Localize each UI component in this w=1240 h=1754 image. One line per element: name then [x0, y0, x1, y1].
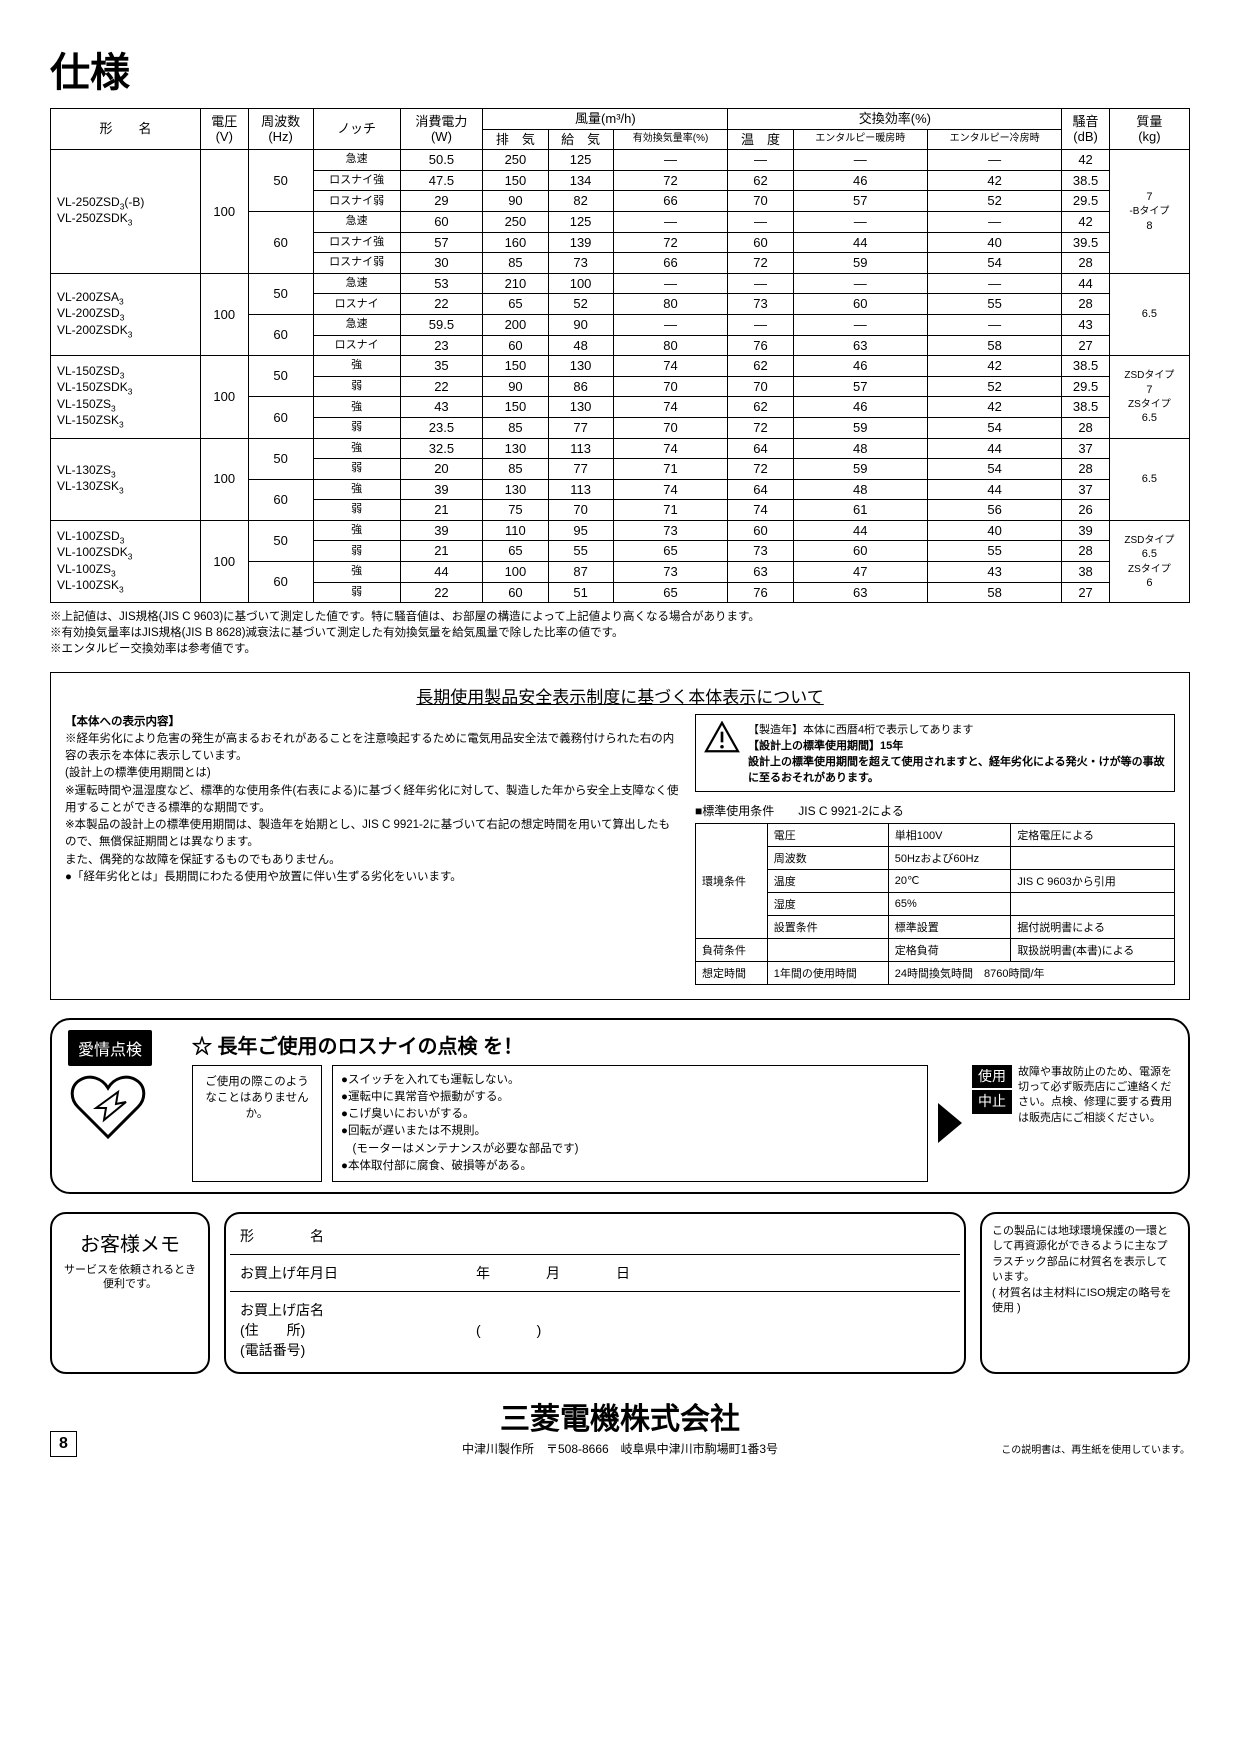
eco-note: この説明書は、再生紙を使用しています。 [1001, 1445, 1190, 1457]
safety-right: 【製造年】本体に西暦4桁で表示してあります 【設計上の標準使用期間】15年 設計… [695, 714, 1175, 985]
warning-icon [704, 721, 740, 753]
insp-question: ご使用の際このようなことはありませんか。 [192, 1065, 322, 1183]
memo-row: お買上げ年月日 年 月 日 [230, 1255, 960, 1292]
page-number: 8 [50, 1431, 77, 1457]
safety-box: 長期使用製品安全表示制度に基づく本体表示について 【本体への表示内容】 ※経年劣… [50, 672, 1190, 1000]
memo-right: この製品には地球環境保護の一環として再資源化ができるように主なプラスチック部品に… [980, 1212, 1190, 1374]
company-name: 三菱電機株式会社 [50, 1394, 1190, 1438]
insp-badge: 愛情点検 [68, 1030, 152, 1066]
footer: 8 三菱電機株式会社 中津川製作所 〒508-8666 岐阜県中津川市駒場町1番… [50, 1394, 1190, 1457]
spec-row: VL-130ZS3VL-130ZSK310050強32.513011374644… [51, 438, 1190, 459]
inspection-box: 愛情点検 ☆ 長年ご使用のロスナイの点検 を！ ご使用の際このようなことはありま… [50, 1018, 1190, 1195]
std-table: 環境条件電圧単相100V定格電圧による周波数50Hzおよび60Hz温度20℃JI… [695, 823, 1175, 985]
heart-icon [68, 1072, 148, 1142]
insp-stop: 使用 中止 故障や事故防止のため、電源を切って必ず販売店にご連絡ください。点検、… [972, 1065, 1172, 1183]
spec-row: VL-200ZSA3VL-200ZSD3VL-200ZSDK310050急速53… [51, 273, 1190, 294]
memo-row: 形 名 [230, 1218, 960, 1255]
memo-left: お客様メモ サービスを依頼されるとき便利です。 [50, 1212, 210, 1374]
spec-row: VL-150ZSD3VL-150ZSDK3VL-150ZS3VL-150ZSK3… [51, 356, 1190, 377]
arrow-icon [938, 1103, 962, 1143]
page-title: 仕様 [50, 40, 1190, 98]
memo-row: お買上げ店名(住 所)(電話番号) ( ) [230, 1292, 960, 1369]
insp-list: ●スイッチを入れても運転しない。●運転中に異常音や振動がする。●こげ臭いにおいが… [332, 1065, 928, 1183]
memo-mid: 形 名お買上げ年月日 年 月 日お買上げ店名(住 所)(電話番号) ( ) [224, 1212, 966, 1374]
notes: ※上記値は、JIS規格(JIS C 9603)に基づいて測定した値です。特に騒音… [50, 609, 1190, 657]
safety-title: 長期使用製品安全表示制度に基づく本体表示について [65, 683, 1175, 708]
spec-row: VL-100ZSD3VL-100ZSDK3VL-100ZS3VL-100ZSK3… [51, 520, 1190, 541]
safety-left: 【本体への表示内容】 ※経年劣化により危害の発生が高まるおそれがあることを注意喚… [65, 714, 681, 985]
spec-row: VL-250ZSD3(-B)VL-250ZSDK310050急速50.52501… [51, 150, 1190, 171]
spec-table: 形 名 電圧(V) 周波数(Hz) ノッチ 消費電力(W) 風量(m³/h) 交… [50, 108, 1190, 603]
std-title: ■標準使用条件 JIS C 9921-2による [695, 802, 1175, 819]
insp-head: ☆ 長年ご使用のロスナイの点検 を！ [192, 1030, 1172, 1059]
